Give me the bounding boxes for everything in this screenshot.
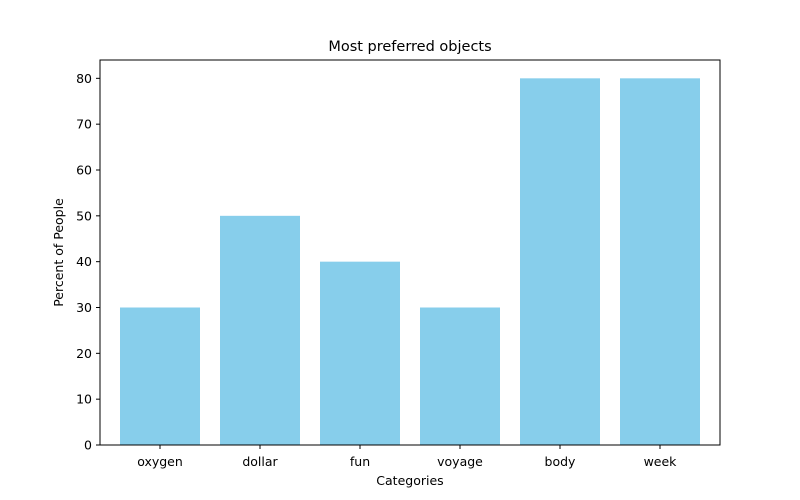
plot-frame xyxy=(99,59,721,446)
y-tick-label-70: 70 xyxy=(76,117,92,132)
y-tick-label-60: 60 xyxy=(76,163,92,178)
x-axis-label: Categories xyxy=(376,473,443,488)
y-tick-label-40: 40 xyxy=(76,254,92,269)
x-tick-label-dollar: dollar xyxy=(242,454,278,469)
x-tick-label-fun: fun xyxy=(350,454,370,469)
chart-title: Most preferred objects xyxy=(328,39,491,55)
x-tick-label-voyage: voyage xyxy=(437,454,483,469)
y-ticks-group: 0 10 20 30 40 50 60 70 80 xyxy=(76,71,100,453)
y-tick-label-80: 80 xyxy=(76,71,92,86)
bar-fun xyxy=(320,261,400,445)
bar-week xyxy=(620,78,700,445)
bar-voyage xyxy=(420,307,500,445)
x-ticks-group: oxygen dollar fun voyage body week xyxy=(137,445,677,469)
bar-body xyxy=(520,78,600,445)
x-tick-label-week: week xyxy=(644,454,678,469)
y-tick-label-20: 20 xyxy=(76,346,92,361)
x-tick-label-oxygen: oxygen xyxy=(137,454,183,469)
y-tick-label-50: 50 xyxy=(76,208,92,223)
bars-group xyxy=(120,78,700,445)
x-tick-label-body: body xyxy=(545,454,577,469)
y-tick-label-10: 10 xyxy=(76,392,92,407)
y-tick-label-30: 30 xyxy=(76,300,92,315)
y-tick-label-0: 0 xyxy=(84,438,92,453)
y-axis-label: Percent of People xyxy=(51,198,66,307)
bar-oxygen xyxy=(120,307,200,445)
bar-dollar xyxy=(220,215,300,445)
